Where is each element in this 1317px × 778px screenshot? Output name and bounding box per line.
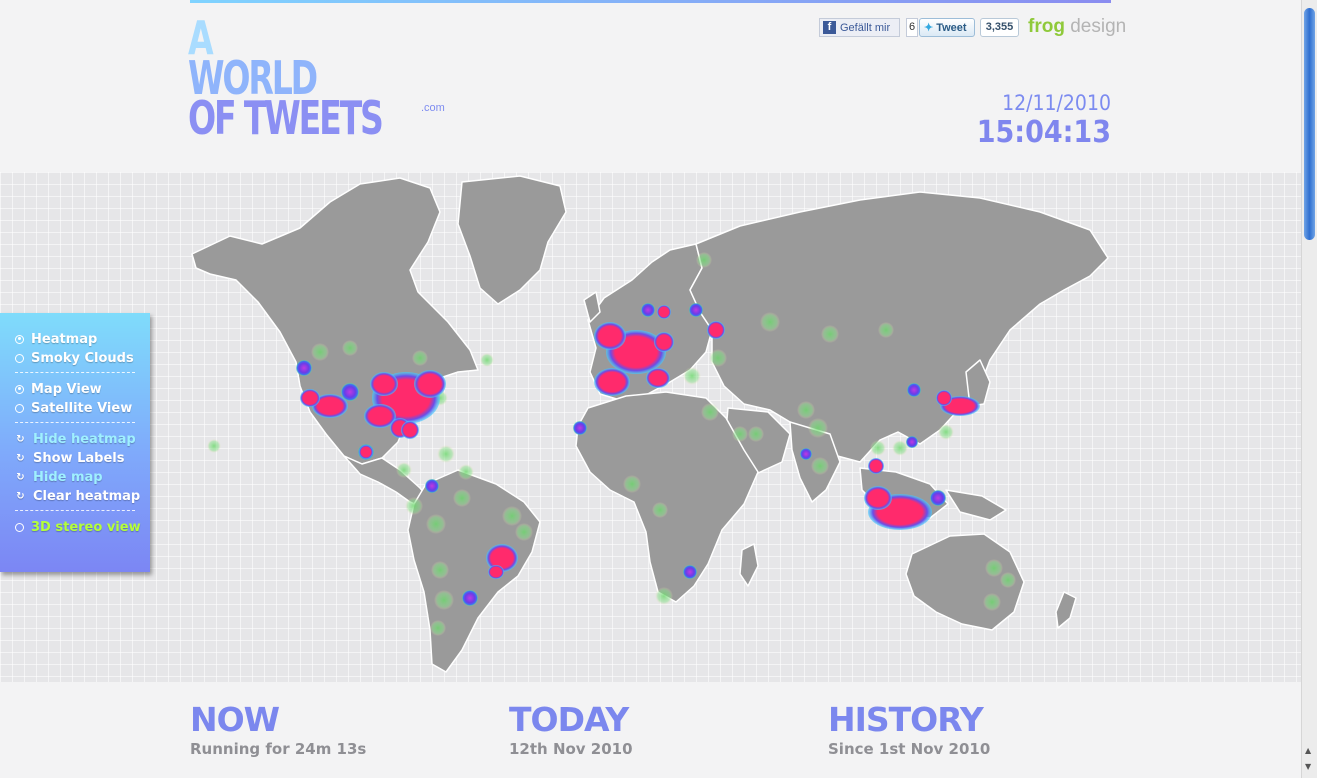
- option-3d-stereo-view[interactable]: 3D stereo view: [15, 518, 141, 536]
- stats-history[interactable]: HISTORY Since 1st Nov 2010: [828, 700, 990, 759]
- option-satellite-view-label: Satellite View: [31, 400, 133, 416]
- facebook-like-button[interactable]: f Gefällt mir: [819, 18, 900, 37]
- current-time: 15:04:13: [976, 115, 1111, 150]
- current-datetime: 12/11/2010 15:04:13: [977, 90, 1111, 150]
- action-hide-map-label: Hide map: [33, 469, 103, 485]
- radio-icon: [15, 522, 24, 532]
- site-logo[interactable]: A WORLD OF TWEETS: [188, 11, 390, 145]
- brand-part-1: frog: [1028, 16, 1065, 37]
- stats-history-title: HISTORY: [828, 700, 984, 739]
- facebook-icon: f: [823, 21, 836, 34]
- tweet-count: 3,355: [980, 18, 1019, 37]
- action-show-labels[interactable]: ↻ Show Labels: [15, 449, 124, 467]
- frog-design-logo[interactable]: frog design: [1028, 16, 1126, 38]
- action-hide-heatmap-label: Hide heatmap: [33, 431, 136, 447]
- option-3d-stereo-label: 3D stereo view: [31, 519, 141, 535]
- divider: [15, 372, 135, 373]
- tweet-label: Tweet: [936, 21, 967, 34]
- logo-line-2: WORLD: [188, 51, 318, 105]
- action-show-labels-label: Show Labels: [33, 450, 125, 466]
- radio-icon: [15, 403, 24, 413]
- uk: [583, 291, 601, 323]
- action-hide-heatmap[interactable]: ↻ Hide heatmap: [15, 430, 136, 448]
- option-heatmap-label: Heatmap: [31, 331, 98, 347]
- new-zealand: [1055, 591, 1077, 629]
- stats-now-subtitle: Running for 24m 13s: [190, 740, 367, 758]
- stats-history-subtitle: Since 1st Nov 2010: [828, 740, 991, 758]
- top-accent-bar: [190, 0, 1111, 3]
- control-panel: Heatmap Smoky Clouds Map View Satellite …: [0, 313, 150, 572]
- option-smoky-clouds-label: Smoky Clouds: [31, 350, 134, 366]
- tweet-button[interactable]: ✦ Tweet: [919, 18, 975, 37]
- refresh-icon: ↻: [16, 471, 25, 483]
- logo-domain-suffix: .com: [421, 102, 445, 114]
- refresh-icon: ↻: [16, 452, 25, 464]
- radio-selected-icon: [15, 334, 24, 344]
- madagascar: [739, 543, 759, 587]
- option-heatmap[interactable]: Heatmap: [15, 330, 97, 348]
- stats-today[interactable]: TODAY 12th Nov 2010: [509, 700, 633, 759]
- scrollbar-thumb[interactable]: [1304, 8, 1315, 240]
- option-satellite-view[interactable]: Satellite View: [15, 399, 132, 417]
- high-activity-spots: [300, 305, 980, 579]
- radio-icon: [15, 353, 24, 363]
- scroll-down-arrow-icon[interactable]: ▼: [1305, 762, 1312, 771]
- scroll-up-arrow-icon[interactable]: ▲: [1305, 746, 1312, 755]
- brand-part-2: design: [1070, 16, 1127, 37]
- action-hide-map[interactable]: ↻ Hide map: [15, 468, 103, 486]
- option-smoky-clouds[interactable]: Smoky Clouds: [15, 349, 134, 367]
- divider: [15, 510, 135, 511]
- logo-line-1: A: [188, 11, 214, 65]
- land-masses: [191, 175, 1109, 673]
- stats-now[interactable]: NOW Running for 24m 13s: [190, 700, 366, 759]
- logo-line-3: OF TWEETS: [188, 91, 384, 145]
- facebook-like-count: 6: [906, 18, 918, 37]
- current-date: 12/11/2010: [1002, 91, 1111, 115]
- action-clear-heatmap-label: Clear heatmap: [33, 488, 141, 504]
- greenland: [457, 175, 567, 305]
- world-heatmap[interactable]: [0, 172, 1302, 682]
- vertical-scrollbar[interactable]: ▲ ▼: [1301, 0, 1317, 778]
- facebook-like-label: Gefällt mir: [840, 21, 891, 34]
- stats-today-title: TODAY: [509, 700, 629, 739]
- refresh-icon: ↻: [16, 490, 25, 502]
- action-clear-heatmap[interactable]: ↻ Clear heatmap: [15, 487, 140, 505]
- world-map-canvas: [191, 175, 1109, 673]
- option-map-view-label: Map View: [31, 381, 102, 397]
- divider: [15, 422, 135, 423]
- twitter-bird-icon: ✦: [924, 22, 934, 34]
- radio-selected-icon: [15, 384, 24, 394]
- north-america: [191, 177, 479, 465]
- option-map-view[interactable]: Map View: [15, 380, 102, 398]
- new-guinea: [945, 489, 1007, 521]
- refresh-icon: ↻: [16, 433, 25, 445]
- south-america: [407, 469, 541, 673]
- stats-now-title: NOW: [190, 700, 280, 739]
- stats-today-subtitle: 12th Nov 2010: [509, 740, 633, 758]
